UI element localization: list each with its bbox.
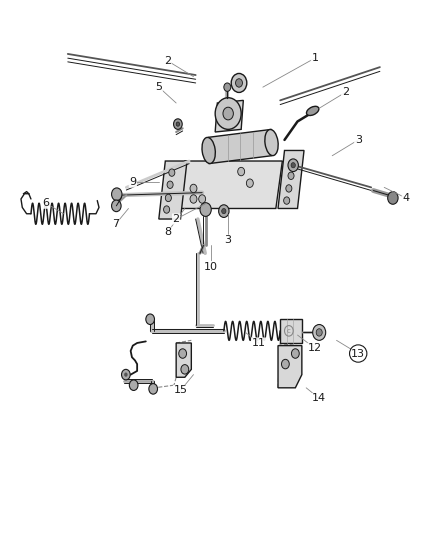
Circle shape	[180, 365, 188, 374]
Text: 3: 3	[354, 135, 361, 145]
Circle shape	[221, 208, 226, 214]
Text: 10: 10	[203, 262, 217, 271]
Polygon shape	[279, 319, 301, 343]
Polygon shape	[215, 100, 243, 132]
Text: c: c	[286, 328, 290, 334]
Circle shape	[218, 205, 229, 217]
Circle shape	[198, 195, 205, 203]
Ellipse shape	[306, 106, 318, 116]
Circle shape	[290, 163, 295, 168]
Circle shape	[246, 179, 253, 188]
Circle shape	[231, 74, 246, 92]
Polygon shape	[208, 130, 271, 164]
Circle shape	[163, 206, 169, 213]
Circle shape	[190, 195, 197, 203]
Polygon shape	[277, 345, 301, 388]
Polygon shape	[176, 343, 191, 377]
Circle shape	[111, 188, 122, 200]
Circle shape	[178, 349, 186, 358]
Circle shape	[387, 191, 397, 204]
Circle shape	[111, 200, 121, 212]
Circle shape	[223, 83, 230, 91]
Text: 5: 5	[155, 82, 162, 92]
Circle shape	[148, 384, 157, 394]
Text: 1: 1	[311, 53, 318, 63]
Circle shape	[124, 373, 127, 377]
Circle shape	[281, 359, 289, 369]
Circle shape	[145, 314, 154, 325]
Text: 12: 12	[307, 343, 321, 353]
Circle shape	[223, 107, 233, 120]
Circle shape	[215, 98, 240, 130]
Text: 2: 2	[341, 87, 348, 98]
Ellipse shape	[264, 130, 278, 156]
Circle shape	[121, 369, 130, 380]
Circle shape	[235, 79, 242, 87]
Circle shape	[287, 159, 298, 172]
Text: 15: 15	[173, 385, 187, 395]
Circle shape	[200, 203, 211, 216]
Circle shape	[190, 184, 197, 192]
Circle shape	[167, 181, 173, 189]
Circle shape	[176, 122, 179, 126]
Text: 13: 13	[350, 349, 364, 359]
Text: 3: 3	[224, 235, 231, 245]
Circle shape	[285, 185, 291, 192]
Ellipse shape	[201, 138, 215, 164]
Text: 2: 2	[163, 56, 171, 66]
Text: 2: 2	[172, 214, 179, 224]
Circle shape	[312, 325, 325, 341]
Circle shape	[283, 197, 289, 204]
Text: 9: 9	[129, 177, 136, 187]
Circle shape	[165, 194, 171, 201]
Circle shape	[315, 329, 321, 336]
Circle shape	[129, 380, 138, 391]
Circle shape	[291, 349, 299, 358]
Text: 4: 4	[401, 193, 409, 203]
Circle shape	[289, 160, 295, 167]
Circle shape	[173, 119, 182, 130]
Polygon shape	[178, 161, 282, 208]
Text: 7: 7	[112, 219, 119, 229]
Circle shape	[168, 169, 174, 176]
Circle shape	[237, 167, 244, 176]
Text: 6: 6	[42, 198, 49, 208]
Text: 11: 11	[251, 338, 265, 348]
Text: 8: 8	[163, 227, 171, 237]
Polygon shape	[277, 150, 304, 208]
Text: 14: 14	[311, 393, 325, 403]
Circle shape	[287, 172, 293, 180]
Polygon shape	[159, 161, 187, 219]
